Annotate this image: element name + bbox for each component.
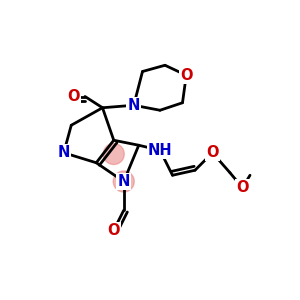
Text: O: O — [236, 180, 249, 195]
Text: O: O — [68, 89, 80, 104]
Text: O: O — [206, 145, 219, 160]
Text: N: N — [118, 174, 130, 189]
Text: O: O — [180, 68, 193, 83]
Text: NH: NH — [148, 143, 172, 158]
Circle shape — [113, 171, 134, 192]
Text: N: N — [128, 98, 140, 113]
Text: O: O — [107, 223, 120, 238]
Text: N: N — [58, 145, 70, 160]
Circle shape — [103, 143, 124, 164]
